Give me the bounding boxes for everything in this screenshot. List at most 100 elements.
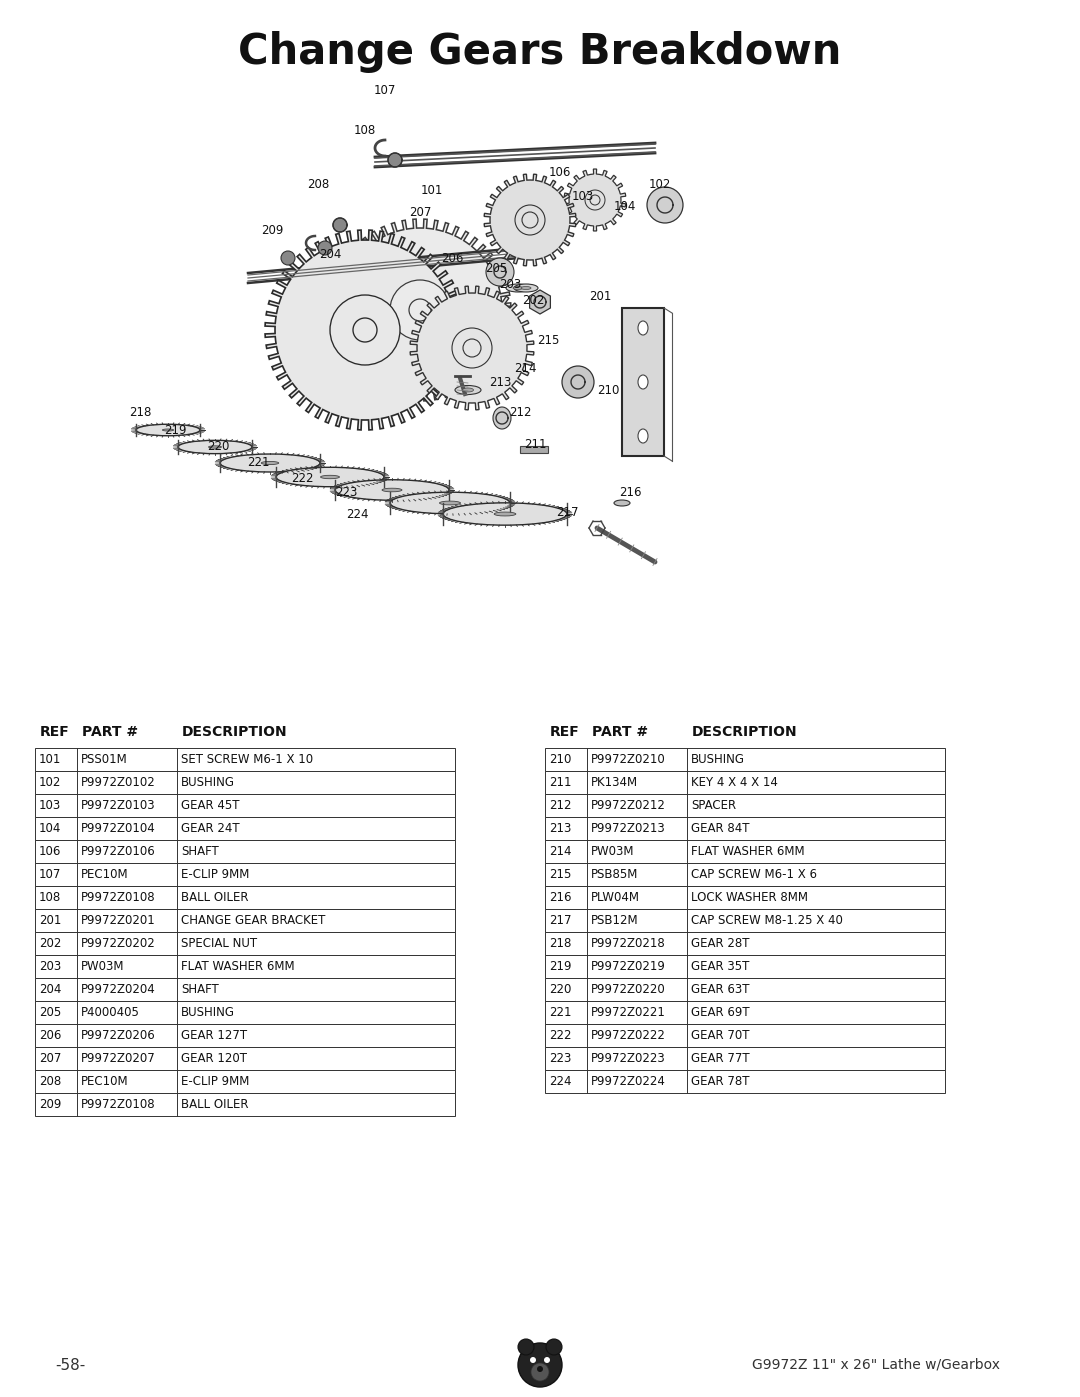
Text: 208: 208 xyxy=(307,179,329,191)
Circle shape xyxy=(463,339,481,358)
Text: REF: REF xyxy=(40,725,70,739)
Bar xyxy=(545,932,945,956)
Text: 201: 201 xyxy=(589,291,611,303)
Text: 209: 209 xyxy=(39,1098,62,1111)
Bar xyxy=(35,886,455,909)
Text: 104: 104 xyxy=(39,821,62,835)
Text: P9972Z0221: P9972Z0221 xyxy=(591,1006,666,1018)
Bar xyxy=(35,1070,455,1092)
Text: 103: 103 xyxy=(572,190,594,203)
Text: 202: 202 xyxy=(39,937,62,950)
Text: GEAR 24T: GEAR 24T xyxy=(181,821,240,835)
Text: 106: 106 xyxy=(549,165,571,179)
Bar xyxy=(545,1070,945,1092)
Text: GEAR 63T: GEAR 63T xyxy=(691,983,750,996)
Text: P4000405: P4000405 xyxy=(81,1006,140,1018)
Text: 214: 214 xyxy=(514,362,537,374)
Text: P9972Z0104: P9972Z0104 xyxy=(81,821,156,835)
Circle shape xyxy=(531,1363,549,1382)
Ellipse shape xyxy=(208,446,221,448)
Text: REF: REF xyxy=(550,725,580,739)
Bar xyxy=(622,307,664,455)
Text: BALL OILER: BALL OILER xyxy=(181,891,248,904)
Circle shape xyxy=(353,319,377,342)
Text: 223: 223 xyxy=(549,1052,571,1065)
Text: E-CLIP 9MM: E-CLIP 9MM xyxy=(181,868,249,882)
Text: P9972Z0202: P9972Z0202 xyxy=(81,937,156,950)
Text: PART #: PART # xyxy=(82,725,138,739)
Bar xyxy=(35,932,455,956)
Circle shape xyxy=(518,1338,534,1355)
Bar xyxy=(35,840,455,863)
Ellipse shape xyxy=(321,475,339,479)
Text: -58-: -58- xyxy=(55,1358,85,1372)
Ellipse shape xyxy=(443,503,567,525)
Circle shape xyxy=(390,279,450,339)
Text: 223: 223 xyxy=(335,486,357,499)
Circle shape xyxy=(330,295,400,365)
Ellipse shape xyxy=(261,461,279,465)
Text: 205: 205 xyxy=(39,1006,62,1018)
Text: P9972Z0108: P9972Z0108 xyxy=(81,891,156,904)
Text: BUSHING: BUSHING xyxy=(181,1006,235,1018)
Polygon shape xyxy=(329,219,511,401)
Text: 107: 107 xyxy=(374,84,396,96)
Bar xyxy=(35,1046,455,1070)
Text: BUSHING: BUSHING xyxy=(181,775,235,789)
Ellipse shape xyxy=(462,388,473,393)
Text: P9972Z0102: P9972Z0102 xyxy=(81,775,156,789)
Text: PSS01M: PSS01M xyxy=(81,753,127,766)
Bar xyxy=(35,1002,455,1024)
Ellipse shape xyxy=(220,454,320,472)
Text: 212: 212 xyxy=(549,799,571,812)
Ellipse shape xyxy=(514,284,538,292)
Text: P9972Z0206: P9972Z0206 xyxy=(81,1030,156,1042)
Polygon shape xyxy=(265,231,464,430)
Circle shape xyxy=(544,1356,550,1363)
Text: BALL OILER: BALL OILER xyxy=(181,1098,248,1111)
Ellipse shape xyxy=(136,425,200,436)
Text: P9972Z0220: P9972Z0220 xyxy=(591,983,665,996)
Text: 216: 216 xyxy=(619,486,642,499)
Text: DESCRIPTION: DESCRIPTION xyxy=(183,725,287,739)
Text: 217: 217 xyxy=(549,914,571,928)
Text: P9972Z0213: P9972Z0213 xyxy=(591,821,665,835)
Text: SPACER: SPACER xyxy=(691,799,737,812)
Text: P9972Z0106: P9972Z0106 xyxy=(81,845,156,858)
Text: 213: 213 xyxy=(489,377,511,390)
Text: PLW04M: PLW04M xyxy=(591,891,640,904)
Text: 207: 207 xyxy=(409,207,431,219)
Ellipse shape xyxy=(513,286,523,289)
Text: SPECIAL NUT: SPECIAL NUT xyxy=(181,937,257,950)
Text: 222: 222 xyxy=(291,472,313,485)
Ellipse shape xyxy=(521,286,531,289)
Bar xyxy=(545,978,945,1002)
Circle shape xyxy=(530,1356,536,1363)
Polygon shape xyxy=(484,175,576,265)
Bar xyxy=(545,886,945,909)
Text: PSB12M: PSB12M xyxy=(591,914,638,928)
Bar xyxy=(35,909,455,932)
Text: SHAFT: SHAFT xyxy=(181,983,219,996)
Circle shape xyxy=(546,1338,562,1355)
Text: P9972Z0224: P9972Z0224 xyxy=(591,1076,666,1088)
Text: PART #: PART # xyxy=(592,725,648,739)
Text: GEAR 78T: GEAR 78T xyxy=(691,1076,750,1088)
Text: 219: 219 xyxy=(164,423,186,436)
Text: CAP SCREW M6-1 X 6: CAP SCREW M6-1 X 6 xyxy=(691,868,816,882)
Text: GEAR 35T: GEAR 35T xyxy=(691,960,750,972)
Text: SET SCREW M6-1 X 10: SET SCREW M6-1 X 10 xyxy=(181,753,313,766)
Text: 205: 205 xyxy=(485,261,508,274)
Text: Change Gears Breakdown: Change Gears Breakdown xyxy=(239,31,841,73)
Text: P9972Z0210: P9972Z0210 xyxy=(591,753,665,766)
Circle shape xyxy=(537,1366,543,1372)
Text: GEAR 77T: GEAR 77T xyxy=(691,1052,750,1065)
Text: 209: 209 xyxy=(260,224,283,236)
Text: 219: 219 xyxy=(549,960,571,972)
Text: BUSHING: BUSHING xyxy=(691,753,745,766)
Bar xyxy=(545,863,945,886)
Ellipse shape xyxy=(382,488,402,492)
Bar xyxy=(545,793,945,817)
Text: 108: 108 xyxy=(354,123,376,137)
Text: 213: 213 xyxy=(549,821,571,835)
